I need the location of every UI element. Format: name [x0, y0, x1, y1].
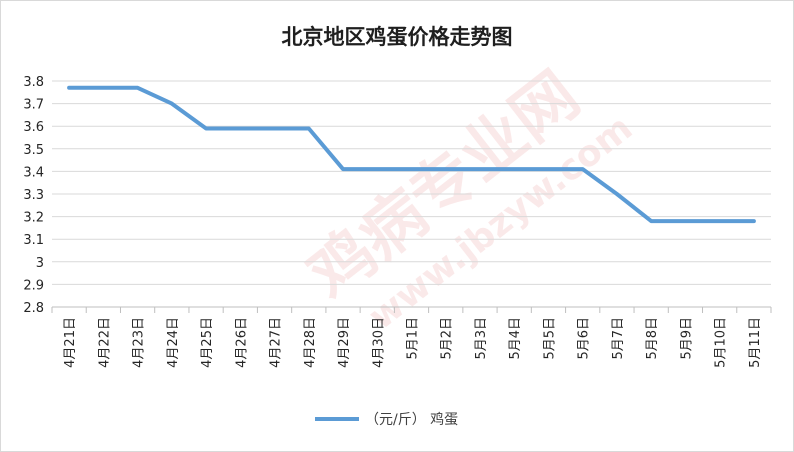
x-tick-label: 4月30日	[371, 317, 386, 368]
x-tick-label: 5月2日	[440, 317, 455, 360]
x-tick-label: 4月27日	[269, 317, 284, 368]
x-tick-label: 5月4日	[508, 317, 523, 360]
x-tick-label: 5月9日	[679, 317, 694, 360]
y-tick-label: 3.4	[23, 165, 44, 180]
y-tick-label: 2.8	[23, 301, 44, 316]
gridlines	[52, 80, 771, 308]
legend-label: （元/斤） 鸡蛋	[365, 411, 458, 428]
series-layer	[67, 85, 756, 224]
chart-title: 北京地区鸡蛋价格走势图	[282, 25, 513, 49]
x-tick-label: 4月29日	[337, 317, 352, 368]
x-tick-label: 4月22日	[97, 317, 112, 368]
x-tick-label: 4月23日	[132, 317, 147, 368]
x-tick-label: 4月21日	[63, 317, 78, 368]
x-tick-label: 4月24日	[166, 317, 181, 368]
x-tick-label: 5月3日	[474, 317, 489, 360]
x-tick-label: 5月1日	[406, 317, 421, 360]
y-axis: 2.8 2.9 3 3.1 3.2 3.3 3.4 3.5 3.6 3.7 3.8	[23, 75, 44, 316]
series-line	[67, 85, 756, 224]
y-tick-label: 3	[36, 256, 44, 271]
y-tick-label: 3.7	[23, 98, 44, 113]
x-tick-label: 5月8日	[645, 317, 660, 360]
y-tick-label: 3.3	[23, 188, 44, 203]
y-tick-label: 3.8	[23, 75, 44, 90]
x-tick-label: 4月28日	[303, 317, 318, 368]
y-tick-label: 2.9	[23, 278, 44, 293]
x-tick-label: 5月11日	[748, 317, 763, 368]
legend: （元/斤） 鸡蛋	[315, 411, 458, 428]
y-tick-label: 3.5	[23, 143, 44, 158]
y-tick-label: 3.2	[23, 211, 44, 226]
x-tick-label: 5月6日	[577, 317, 592, 360]
y-tick-label: 3.6	[23, 120, 44, 135]
x-tick-label: 4月26日	[234, 317, 249, 368]
x-tick-label: 4月25日	[200, 317, 215, 368]
x-axis: 4月21日 4月22日 4月23日 4月24日 4月25日 4月26日 4月27日 4月28日…	[51, 306, 772, 368]
x-tick-label: 5月5日	[542, 317, 557, 360]
x-tick-label: 5月10日	[714, 317, 729, 368]
x-tick-label: 5月7日	[611, 317, 626, 360]
y-tick-label: 3.1	[23, 233, 44, 248]
